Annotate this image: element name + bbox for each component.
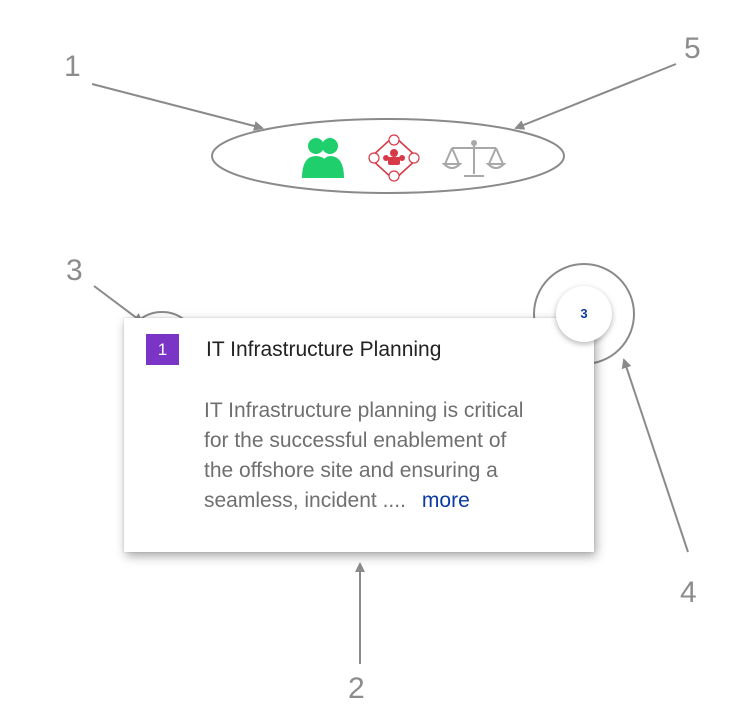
arrow-1: [91, 83, 264, 131]
step-number-badge: 1: [146, 334, 179, 365]
card-title: IT Infrastructure Planning: [206, 338, 442, 361]
icon-bar-highlight-ellipse: [211, 118, 565, 194]
card-description-line: for the successful enablement of: [204, 429, 507, 452]
icon-bar: [302, 134, 507, 182]
topic-card[interactable]: 1 IT Infrastructure Planning IT Infrastr…: [124, 318, 594, 552]
card-description-line: the offshore site and ensuring a: [204, 459, 498, 482]
callout-number-5: 5: [684, 32, 701, 65]
card-description-line-last: seamless, incident .... more: [204, 486, 576, 516]
people-icon[interactable]: [302, 138, 344, 178]
more-link[interactable]: more: [421, 489, 470, 512]
card-description-line: IT Infrastructure planning is critical: [204, 399, 524, 422]
arrow-3: [93, 285, 144, 324]
callout-number-3: 3: [66, 254, 83, 287]
count-bubble[interactable]: 3: [556, 286, 612, 342]
network-icon[interactable]: [368, 134, 420, 182]
callout-number-4: 4: [680, 576, 697, 609]
arrow-4: [621, 358, 689, 553]
callout-number-1: 1: [64, 50, 81, 83]
card-description: IT Infrastructure planning is critical f…: [204, 396, 576, 516]
arrow-5: [514, 63, 677, 130]
card-description-line: seamless, incident ....: [204, 489, 406, 512]
callout-number-2: 2: [348, 672, 365, 705]
scale-icon[interactable]: [441, 140, 507, 177]
